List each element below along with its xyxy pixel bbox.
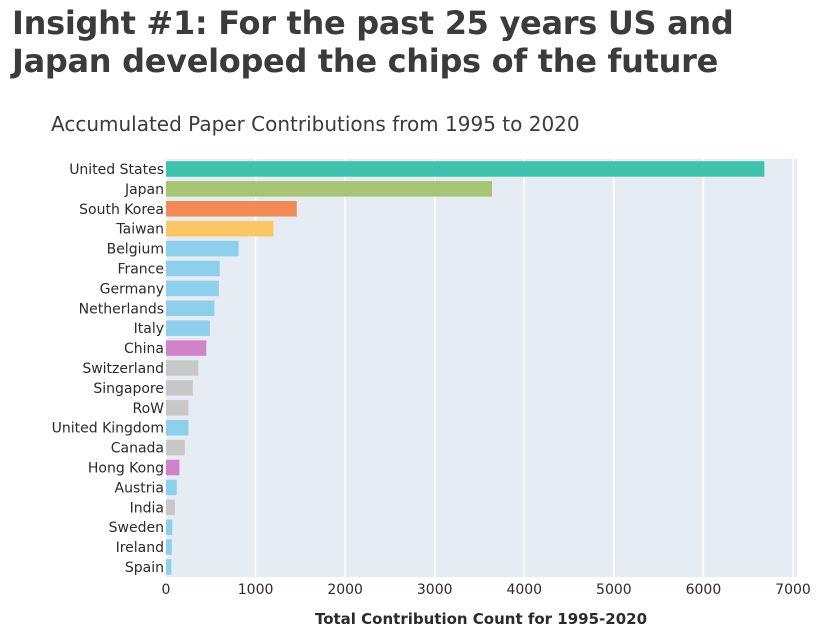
bar	[166, 459, 180, 476]
bar	[166, 300, 215, 317]
category-label: Singapore	[93, 381, 164, 397]
bar	[166, 559, 172, 575]
category-label: South Korea	[79, 202, 164, 218]
category-label: China	[124, 341, 164, 357]
bar	[166, 519, 173, 536]
x-tick-label: 7000	[775, 582, 811, 598]
category-label: United Kingdom	[52, 421, 164, 437]
bar	[166, 340, 207, 356]
category-label: Hong Kong	[88, 461, 164, 477]
bar	[166, 181, 493, 197]
category-label: Japan	[124, 182, 164, 198]
bar	[166, 439, 185, 456]
category-label: Canada	[111, 441, 164, 457]
category-label: Italy	[134, 321, 164, 337]
bar	[166, 240, 239, 257]
x-tick-labels: 0 1000 2000 3000 4000 5000 6000 7000	[162, 582, 811, 598]
x-axis-title: Total Contribution Count for 1995-2020	[315, 610, 647, 628]
x-tick-label: 3000	[417, 582, 453, 598]
category-label: United States	[69, 162, 164, 178]
x-tick-label: 1000	[238, 582, 274, 598]
x-tick-label: 5000	[596, 582, 632, 598]
category-labels: United States Japan South Korea Taiwan Belgi…	[52, 162, 165, 576]
category-label: Belgium	[107, 242, 164, 258]
bar	[166, 360, 199, 376]
x-tick-label: 0	[162, 582, 171, 598]
category-label: India	[130, 500, 164, 516]
bar	[166, 260, 220, 277]
category-label: RoW	[132, 401, 164, 417]
bar	[166, 161, 765, 177]
category-label: Switzerland	[82, 361, 164, 377]
bars	[166, 161, 765, 575]
bar	[166, 539, 172, 555]
category-label: Taiwan	[115, 222, 164, 238]
chart-title: Accumulated Paper Contributions from 199…	[51, 112, 580, 136]
bar	[166, 380, 193, 396]
category-label: Sweden	[109, 520, 164, 536]
bar	[166, 280, 219, 297]
bar	[166, 479, 177, 496]
category-label: Austria	[115, 480, 164, 496]
x-tick-label: 2000	[327, 582, 363, 598]
category-label: France	[117, 261, 164, 277]
category-label: Ireland	[116, 540, 164, 556]
category-label: Netherlands	[79, 301, 164, 317]
bar	[166, 220, 274, 237]
bar	[166, 200, 297, 217]
bar	[166, 400, 189, 416]
category-label: Spain	[125, 560, 164, 576]
x-tick-label: 4000	[506, 582, 542, 598]
x-tick-label: 6000	[686, 582, 722, 598]
bar	[166, 499, 175, 516]
bar	[166, 419, 189, 436]
category-label: Germany	[100, 281, 164, 297]
bar	[166, 320, 210, 336]
headline: Insight #1: For the past 25 years US and…	[12, 4, 734, 80]
